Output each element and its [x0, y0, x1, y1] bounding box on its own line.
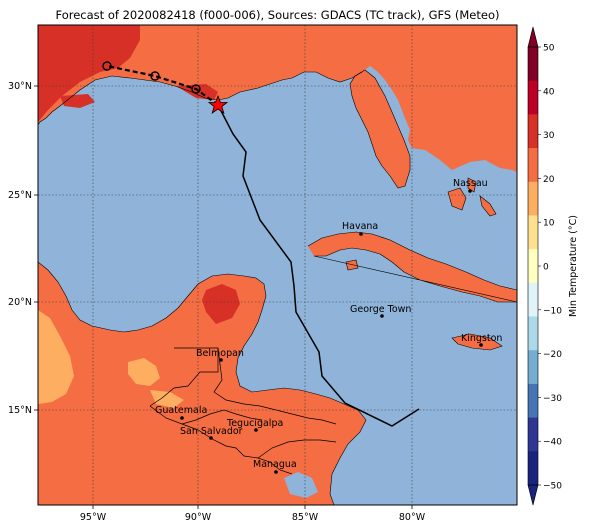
- land-hot-patch-louisiana: [60, 94, 95, 108]
- city-label-san-salvador: San Salvador: [180, 426, 243, 437]
- city-label-managua: Managua: [253, 459, 297, 470]
- colorbar-tick-label: −20: [543, 350, 562, 360]
- colorbar-segment: [528, 80, 538, 115]
- lon-label: 95°W: [80, 512, 107, 523]
- land-bahamas-eleuthera: [480, 196, 496, 216]
- land-bahamas-andros: [448, 188, 466, 210]
- colorbar-segment: [528, 316, 538, 351]
- land-florida: [350, 70, 410, 188]
- colorbar-tick-label: −30: [543, 394, 562, 404]
- colorbar-tick-label: 50: [543, 44, 555, 54]
- lat-label: 25°N: [8, 190, 32, 201]
- lon-label: 90°W: [185, 512, 212, 523]
- colorbar-segment: [528, 282, 538, 318]
- tc-forecast-track: [217, 104, 420, 427]
- colorbar-segment: [528, 47, 538, 82]
- colorbar: 50 40 30 20 10 0 −10 −20 −30 −40 −50: [527, 26, 562, 506]
- city-markers: [180, 189, 483, 474]
- colorbar-extend-min: [527, 484, 539, 506]
- land-cuba: [308, 232, 517, 302]
- colorbar-tick-label: −50: [543, 482, 562, 492]
- city-label-nassau: Nassau: [453, 178, 488, 189]
- colorbar-tick-label: 10: [543, 219, 555, 229]
- colorbar-segment: [528, 350, 538, 385]
- land-warm-patch-guatemala: [128, 358, 160, 386]
- city-labels: Nassau Havana George Town Kingston Belmo…: [155, 178, 502, 470]
- colorbar-label: Min Temperature (°C): [568, 215, 579, 317]
- tc-past-track: [106, 64, 219, 106]
- land-usa: [38, 25, 517, 172]
- colorbar-segment: [528, 383, 538, 419]
- city-label-kingston: Kingston: [461, 333, 502, 344]
- colorbar-tick-label: 40: [543, 87, 555, 97]
- lat-tick-labels: 15°N 20°N 25°N 30°N: [8, 81, 32, 416]
- colorbar-segment: [528, 181, 538, 216]
- city-label-george-town: George Town: [350, 304, 411, 315]
- map-frame: [37, 24, 518, 506]
- colorbar-tick-label: 30: [543, 131, 555, 141]
- lat-label: 15°N: [8, 405, 32, 416]
- city-label-guatemala: Guatemala: [155, 405, 207, 416]
- city-label-belmopan: Belmopan: [196, 348, 244, 359]
- colorbar-extend-max: [527, 26, 539, 48]
- lat-label: 30°N: [8, 81, 32, 92]
- graticule: [38, 25, 517, 505]
- colorbar-tick-label: −10: [543, 306, 562, 316]
- land-warm-patch-mexico: [38, 310, 74, 404]
- city-label-havana: Havana: [342, 221, 378, 232]
- colorbar-segment: [528, 451, 538, 486]
- colorbar-segment: [528, 249, 538, 284]
- lon-label: 80°W: [399, 512, 426, 523]
- colorbar-segment: [528, 148, 538, 183]
- figure-title: Forecast of 2020082418 (f000-006), Sourc…: [55, 8, 500, 22]
- land-mexico-central-america: [38, 262, 366, 505]
- hurricane-track-circle-icon: [102, 61, 201, 94]
- lon-label: 85°W: [292, 512, 319, 523]
- colorbar-tick-label: 20: [543, 175, 555, 185]
- land-bahamas-abaco: [468, 178, 476, 192]
- land-hot-patch-yucatan: [202, 284, 240, 324]
- lon-tick-labels: 95°W 90°W 85°W 80°W: [80, 512, 426, 523]
- land-hot-patch-coast: [176, 84, 218, 100]
- colorbar-tick-label: −40: [543, 438, 562, 448]
- city-label-tegucigalpa: Tegucigalpa: [226, 418, 283, 429]
- land-warm-patch-pacific-coast: [150, 390, 184, 408]
- colorbar-segment: [528, 114, 538, 149]
- land-isle-of-youth: [346, 260, 358, 270]
- axis-ticks: [34, 85, 413, 509]
- lat-label: 20°N: [8, 297, 32, 308]
- colorbar-tick-label: 0: [543, 263, 549, 273]
- red-star-icon: [207, 94, 229, 114]
- colorbar-segment: [528, 215, 538, 250]
- land-hot-patch-texas: [38, 25, 140, 122]
- colorbar-segment: [528, 417, 538, 452]
- lake-nicaragua: [284, 472, 318, 498]
